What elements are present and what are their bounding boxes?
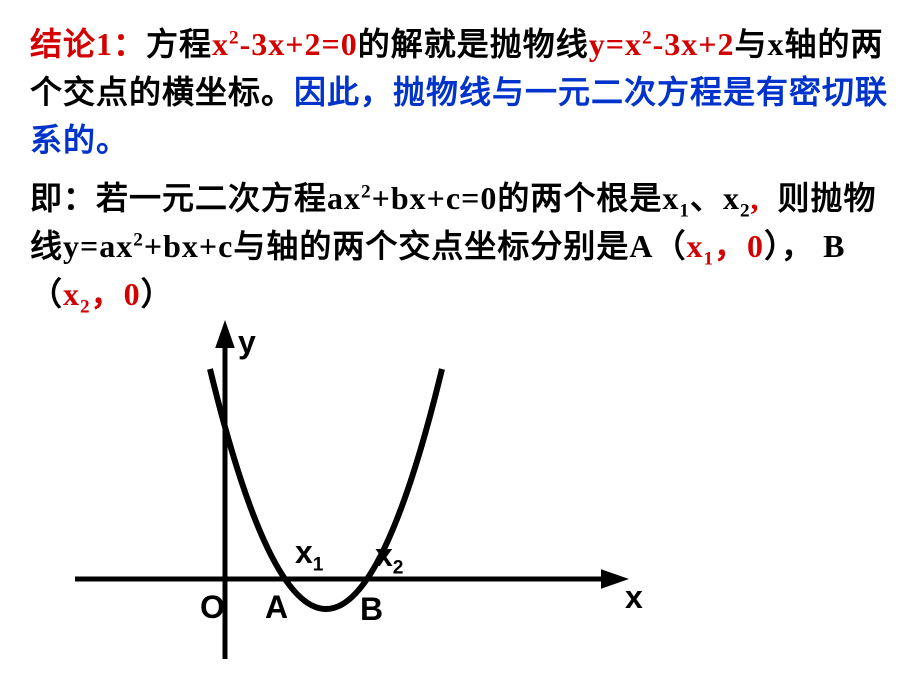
var: x: [63, 276, 80, 312]
eq-var: ax: [327, 180, 361, 216]
eq-sup: 2: [361, 181, 372, 202]
eq-var: x: [212, 26, 229, 62]
text: 的解就是抛物线: [358, 26, 589, 62]
eq-rest: +bx+c: [144, 228, 233, 264]
x-axis-label: x: [625, 579, 643, 616]
sub: 2: [393, 557, 404, 578]
paren: （: [30, 276, 63, 312]
point-a: A: [629, 228, 653, 264]
point-b-label: B: [360, 591, 383, 628]
root-x2: x2: [723, 180, 751, 216]
sub: 2: [80, 296, 91, 317]
coord-a: x1，0: [686, 228, 764, 264]
text: 方程: [146, 26, 212, 62]
eq-rest: -3x+2=0: [240, 26, 358, 62]
val: ，0: [714, 228, 764, 264]
point-b: B: [823, 228, 845, 264]
eq-sup: 2: [133, 229, 144, 250]
var: x: [295, 534, 313, 570]
eq-rest: -3x+2: [653, 26, 735, 62]
paren: ）: [764, 228, 781, 264]
var: x: [375, 537, 393, 573]
eq-rest: +bx+c=0: [372, 180, 498, 216]
text: ，: [781, 228, 823, 264]
root-x1: x1: [662, 180, 690, 216]
text: 即：若一元二次方程: [30, 180, 327, 216]
text: x: [768, 26, 785, 62]
text: 的两个根是: [497, 180, 662, 216]
sub: 1: [703, 248, 714, 269]
x1-label: x1: [295, 534, 323, 571]
paren: ）: [141, 276, 174, 312]
sub: 1: [313, 554, 324, 575]
x2-label: x2: [375, 537, 403, 574]
text: 与轴的两个交点坐标分别是: [233, 228, 629, 264]
paragraph-2: 即：若一元二次方程ax2+bx+c=0的两个根是x1、x2, 则抛物线y=ax2…: [30, 174, 890, 318]
eq-sup: 2: [642, 27, 653, 48]
paren: （: [653, 228, 686, 264]
point-a-label: A: [265, 589, 288, 626]
text: 、: [690, 180, 723, 216]
var: x: [723, 180, 740, 216]
parabola-diagram: y x O A B x1 x2: [70, 319, 670, 669]
equation: ax2+bx+c=0: [327, 180, 497, 216]
equation: y=ax2+bx+c: [63, 228, 233, 264]
eq-var: y=x: [589, 26, 642, 62]
var: x: [662, 180, 679, 216]
red-comma: ,: [751, 180, 760, 216]
origin-label: O: [200, 589, 225, 626]
y-axis-arrow: [215, 320, 235, 348]
paragraph-1: 结论1：方程x2-3x+2=0的解就是抛物线y=x2-3x+2与x轴的两个交点的…: [30, 20, 890, 164]
coord-b: x2，0: [63, 276, 141, 312]
sub: 1: [679, 200, 690, 221]
parabola-curve: [210, 369, 442, 609]
equation: x2-3x+2=0: [212, 26, 358, 62]
eq-var: y=ax: [63, 228, 133, 264]
equation: y=x2-3x+2: [589, 26, 735, 62]
var: x: [686, 228, 703, 264]
heading-label: 结论1：: [30, 26, 146, 62]
sub: 2: [740, 200, 751, 221]
val: ，0: [91, 276, 141, 312]
y-axis-label: y: [238, 324, 256, 361]
eq-sup: 2: [229, 27, 240, 48]
text: 与: [734, 26, 767, 62]
